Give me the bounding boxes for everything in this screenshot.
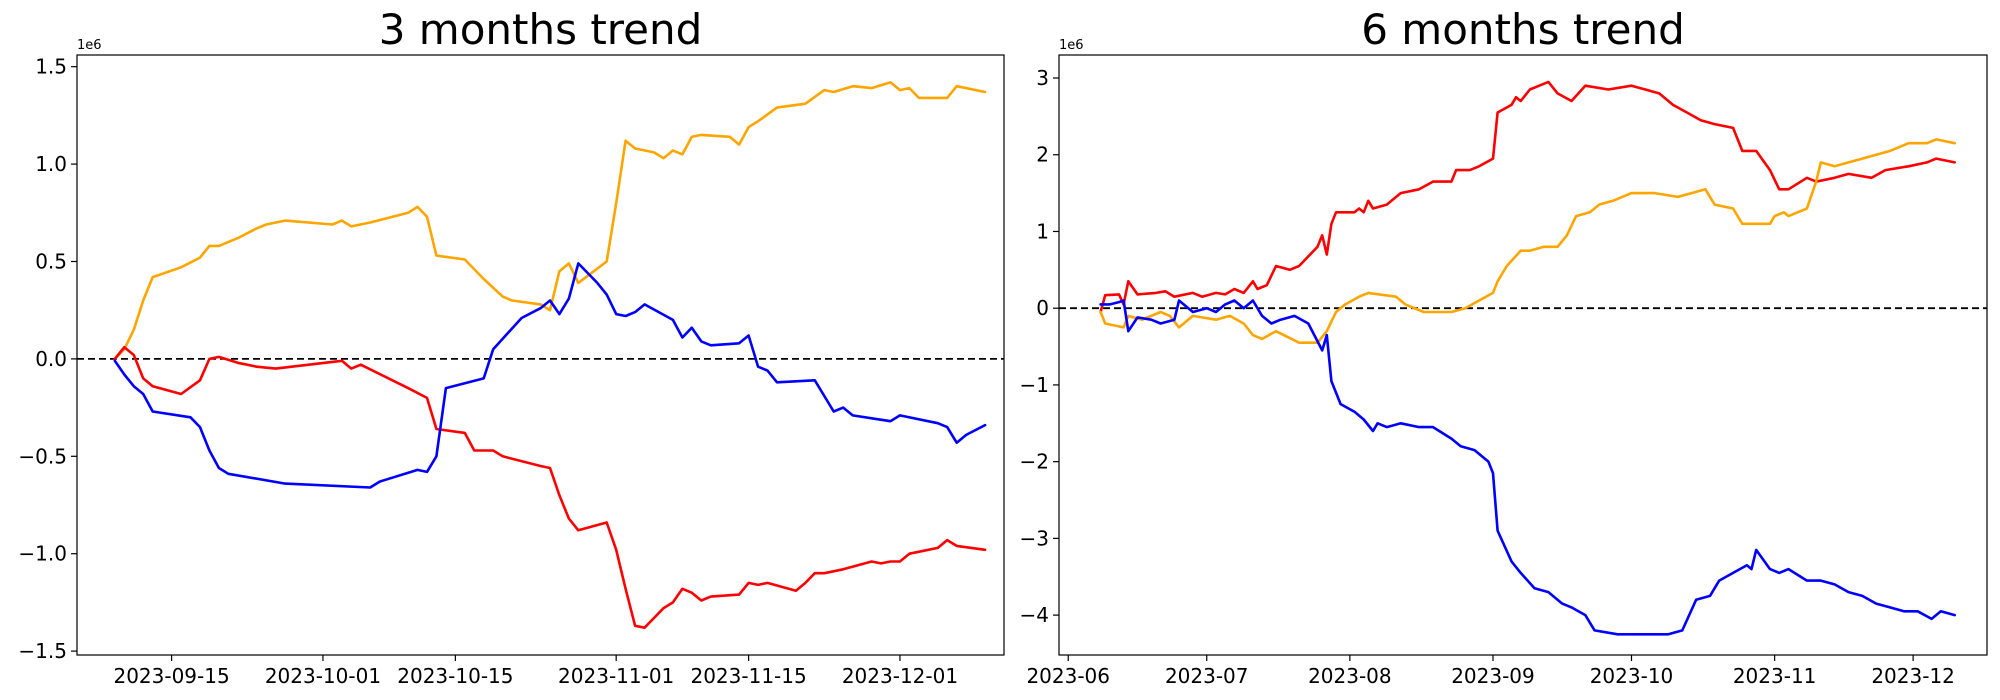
series-line-1 [113,345,987,630]
y-tick-label: 2 [1036,143,1049,167]
y-tick-label: −3 [1020,526,1049,550]
chart-title: 3 months trend [379,5,703,54]
series-line-0 [1099,80,1956,314]
y-offset-label: 1e6 [77,38,102,53]
y-tick-label: 1.0 [35,152,67,176]
x-tick-label: 2023-10-01 [265,664,381,688]
y-tick-label: 1.5 [35,55,67,79]
x-tick-label: 2023-11-15 [690,664,806,688]
chart-6-months-trend: 6 months trend 1e6 −4 −3 −2 −1 0 1 2 3 2023-06 2023… [1020,5,1988,688]
series-line-0 [113,81,987,361]
series-line-1 [1099,138,1956,345]
y-offset-label: 1e6 [1059,38,1084,53]
x-tick-label: 2023-10 [1590,664,1674,688]
y-tick-label: −1.5 [18,639,67,663]
x-tick-label: 2023-09-15 [113,664,229,688]
y-tick-label: −0.5 [18,444,67,468]
x-tick-label: 2023-09 [1451,664,1535,688]
x-tick-label: 2023-12 [1871,664,1955,688]
x-tick-label: 2023-11 [1733,664,1817,688]
x-tick-label: 2023-10-15 [397,664,513,688]
y-tick-label: −2 [1020,450,1049,474]
x-tick-label: 2023-08 [1308,664,1392,688]
y-tick-label: 0.0 [35,347,67,371]
y-tick-label: −4 [1020,603,1049,627]
y-tick-label: 3 [1036,66,1049,90]
y-tick-label: 0 [1036,296,1049,320]
series-line-2 [113,262,987,489]
x-tick-label: 2023-06 [1026,664,1110,688]
x-tick-label: 2023-11-01 [558,664,674,688]
series-line-2 [1099,299,1956,636]
y-tick-label: 1 [1036,219,1049,243]
x-tick-label: 2023-12-01 [842,664,958,688]
y-tick-label: 0.5 [35,249,67,273]
chart-3-months-trend: 3 months trend 1e6 −1.5 −1.0 −0.5 0.0 0.5 1.0 1.… [18,5,1005,688]
chart-title: 6 months trend [1361,5,1685,54]
x-tick-label: 2023-07 [1165,664,1249,688]
y-tick-label: −1 [1020,373,1049,397]
plot-frame [76,54,1005,656]
y-tick-label: −1.0 [18,542,67,566]
plot-frame [1058,54,1988,656]
